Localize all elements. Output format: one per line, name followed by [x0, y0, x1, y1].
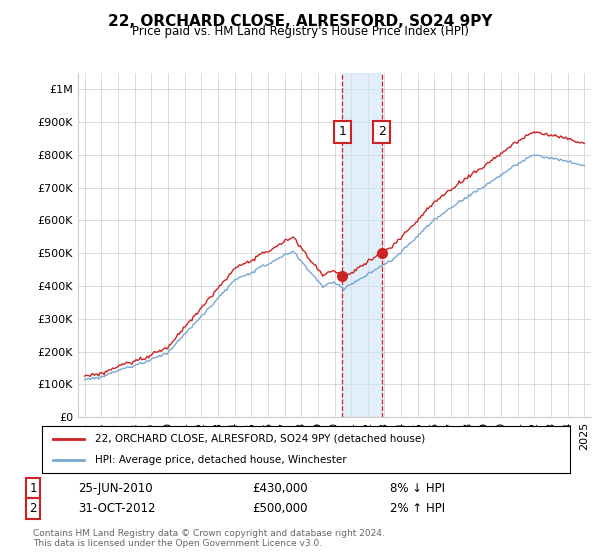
Text: 22, ORCHARD CLOSE, ALRESFORD, SO24 9PY (detached house): 22, ORCHARD CLOSE, ALRESFORD, SO24 9PY (…	[95, 434, 425, 444]
Text: 22, ORCHARD CLOSE, ALRESFORD, SO24 9PY: 22, ORCHARD CLOSE, ALRESFORD, SO24 9PY	[108, 14, 492, 29]
Text: Contains HM Land Registry data © Crown copyright and database right 2024.
This d: Contains HM Land Registry data © Crown c…	[33, 529, 385, 548]
Text: 2% ↑ HPI: 2% ↑ HPI	[390, 502, 445, 515]
Text: 2: 2	[29, 502, 37, 515]
Text: 8% ↓ HPI: 8% ↓ HPI	[390, 482, 445, 495]
Text: £430,000: £430,000	[252, 482, 308, 495]
Text: 1: 1	[338, 125, 346, 138]
Text: 31-OCT-2012: 31-OCT-2012	[78, 502, 155, 515]
Text: Price paid vs. HM Land Registry's House Price Index (HPI): Price paid vs. HM Land Registry's House …	[131, 25, 469, 38]
Text: 1: 1	[29, 482, 37, 495]
Text: 2: 2	[377, 125, 386, 138]
Bar	[343, 73, 382, 417]
Text: HPI: Average price, detached house, Winchester: HPI: Average price, detached house, Winc…	[95, 455, 346, 465]
Text: 25-JUN-2010: 25-JUN-2010	[78, 482, 152, 495]
Text: £500,000: £500,000	[252, 502, 308, 515]
